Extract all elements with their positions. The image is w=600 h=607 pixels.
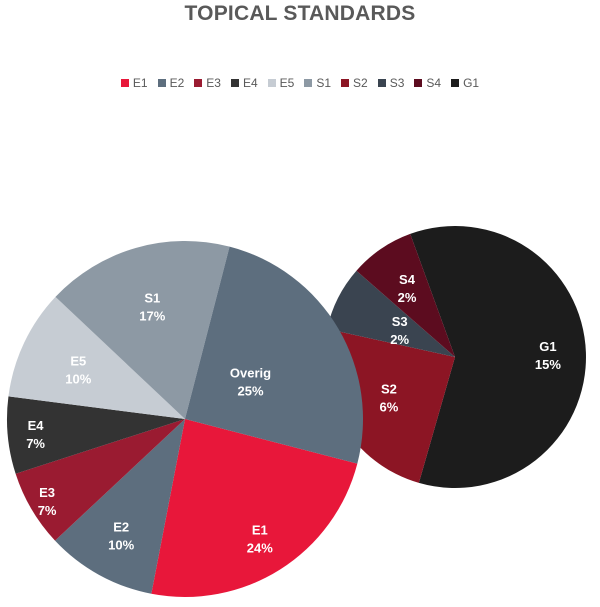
legend-item-e1: E1 (120, 76, 148, 90)
main-pie-value-e3: 7% (38, 503, 57, 518)
chart-title: TOPICAL STANDARDS (184, 2, 416, 25)
legend-item-e3: E3 (194, 76, 221, 90)
main-pie-slice-e1 (151, 419, 358, 598)
legend-swatch (120, 79, 129, 87)
legend-label: S3 (389, 76, 405, 90)
main-pie-slice-s1 (55, 240, 230, 419)
legend: E1 E2 E3 E4 E5 S1 S2 S3 S4 G1 (0, 76, 600, 90)
secondary-pie-label-g1: G1 (539, 339, 556, 354)
legend-item-e2: E2 (157, 76, 185, 90)
secondary-pie-label-s2: S2 (381, 381, 397, 396)
main-pie-label-e4: E4 (28, 418, 45, 433)
main-pie-value-e1: 24% (247, 540, 273, 555)
legend-item-e4: E4 (230, 76, 258, 90)
legend-swatch (341, 79, 350, 87)
main-pie-slice-e3 (15, 419, 186, 541)
main-pie-value-e4: 7% (26, 436, 45, 451)
main-pie-label-e1: E1 (252, 522, 268, 537)
legend-swatch (451, 79, 460, 87)
main-pie-slice-e2 (55, 419, 185, 594)
legend-swatch (267, 79, 276, 87)
secondary-pie-value-s3: 2% (390, 332, 409, 347)
secondary-pie-value-s4: 2% (398, 290, 417, 305)
legend-swatch (304, 79, 313, 87)
main-pie-label-s1: S1 (144, 291, 160, 306)
legend-item-s3: S3 (377, 76, 405, 90)
legend-label: G1 (463, 76, 480, 90)
secondary-pie-label-s4: S4 (399, 272, 416, 287)
main-pie-value-e2: 10% (108, 538, 134, 553)
main-pie-label-e3: E3 (39, 485, 55, 500)
legend-swatch (194, 79, 203, 87)
legend-swatch (157, 79, 166, 87)
main-pie-label-e2: E2 (113, 520, 129, 535)
main-pie-slice-overig (185, 246, 364, 464)
legend-label: E1 (132, 76, 148, 90)
legend-item-e5: E5 (267, 76, 295, 90)
legend-label: E4 (242, 76, 258, 90)
legend-label: S2 (353, 76, 368, 90)
legend-label: S4 (426, 76, 442, 90)
legend-item-g1: G1 (451, 76, 479, 90)
secondary-pie-value-s2: 6% (380, 399, 399, 414)
legend-label: E5 (279, 76, 295, 90)
secondary-pie-slice-g1 (410, 226, 586, 489)
legend-item-s4: S4 (414, 76, 441, 90)
main-pie-slice-e4 (6, 396, 185, 474)
legend-swatch (230, 79, 239, 87)
legend-swatch (377, 79, 386, 87)
legend-item-s1: S1 (304, 76, 331, 90)
main-pie-slice-e5 (8, 296, 185, 419)
legend-label: S1 (316, 76, 332, 90)
main-pie-value-e5: 10% (65, 372, 91, 387)
main-pie-label-overig: Overig (230, 365, 271, 380)
legend-label: E2 (169, 76, 185, 90)
main-pie-value-overig: 25% (237, 383, 263, 398)
secondary-pie-slice-s3 (327, 270, 455, 357)
legend-swatch (414, 79, 423, 87)
main-pie-label-e5: E5 (70, 354, 86, 369)
legend-label: E3 (206, 76, 221, 90)
secondary-pie-slice-s4 (356, 233, 455, 357)
secondary-pie-label-s3: S3 (392, 314, 408, 329)
legend-item-s2: S2 (341, 76, 368, 90)
secondary-pie-value-g1: 15% (535, 357, 561, 372)
secondary-pie-slice-s2 (324, 328, 455, 483)
main-pie-value-s1: 17% (139, 309, 165, 324)
